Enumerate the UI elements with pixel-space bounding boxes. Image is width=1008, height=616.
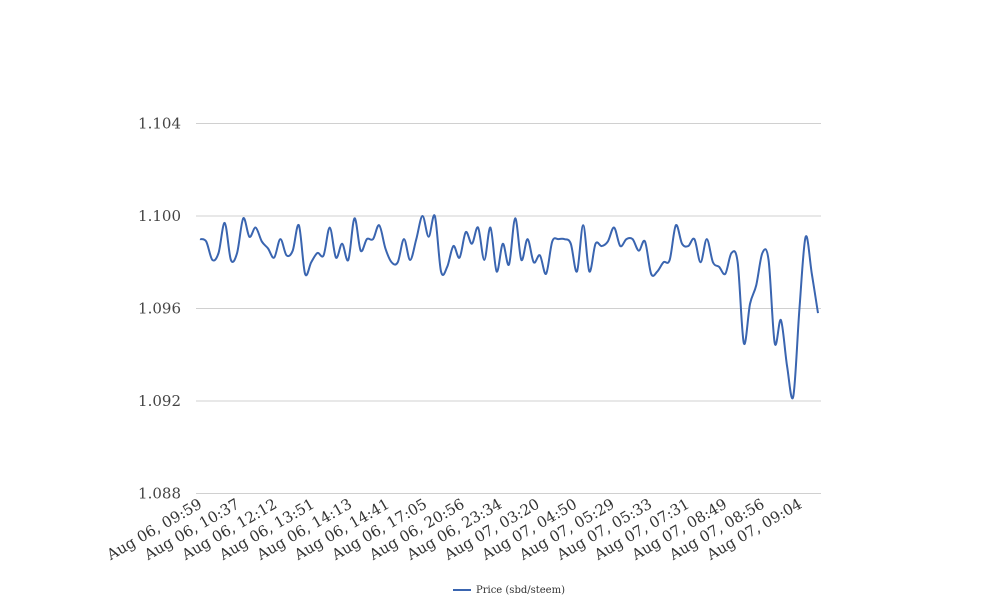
y-tick-label: 1.088 — [138, 485, 181, 503]
gridlines — [196, 123, 821, 494]
legend-label: Price (sbd/steem) — [476, 585, 565, 596]
y-tick-label: 1.100 — [138, 207, 181, 225]
y-tick-label: 1.104 — [138, 115, 181, 133]
series-layer — [199, 214, 819, 400]
y-tick-label: 1.096 — [138, 300, 181, 318]
y-axis-ticks: 1.104 1.100 1.096 1.092 1.088 — [138, 115, 181, 503]
series-line-price — [199, 214, 819, 400]
legend[interactable]: Price (sbd/steem) — [453, 585, 565, 596]
y-tick-label: 1.092 — [138, 392, 181, 410]
